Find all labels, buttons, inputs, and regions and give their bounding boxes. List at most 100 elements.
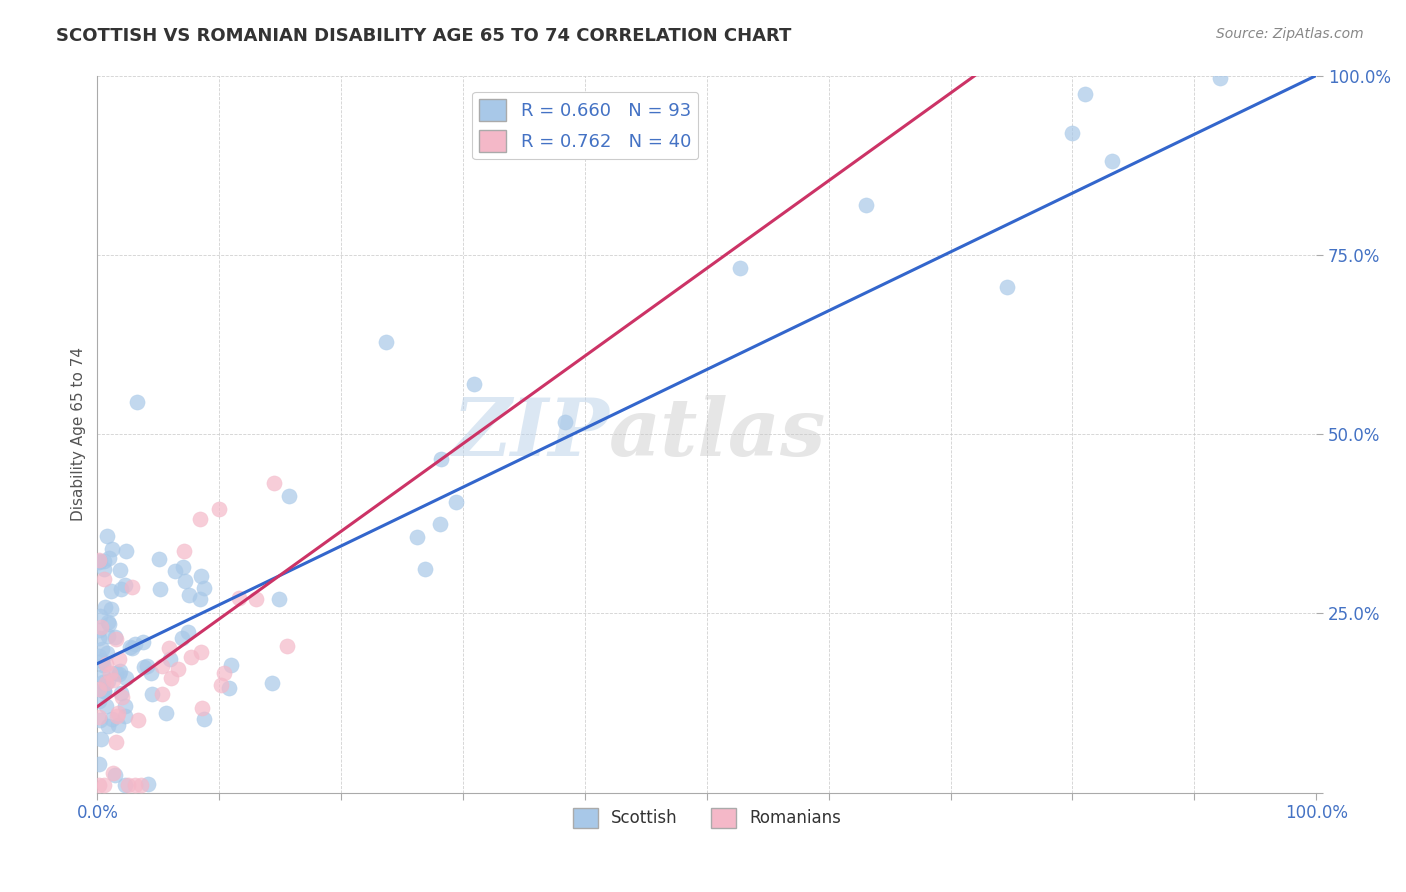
Point [163, 564, 186, 578]
Point [93, 562, 115, 576]
Point [103, 630, 125, 644]
Point [278, 489, 301, 503]
Point [97, 719, 120, 733]
Point [124, 779, 146, 793]
Point [172, 560, 194, 574]
Point [110, 582, 132, 597]
Point [89, 554, 111, 568]
Point [107, 706, 129, 720]
Point [93, 779, 115, 793]
Text: Source: ZipAtlas.com: Source: ZipAtlas.com [1216, 27, 1364, 41]
Point [104, 768, 127, 782]
Point [1060, 126, 1083, 140]
Point [114, 709, 136, 723]
Point [93, 683, 115, 698]
Text: SCOTTISH VS ROMANIAN DISABILITY AGE 65 TO 74 CORRELATION CHART: SCOTTISH VS ROMANIAN DISABILITY AGE 65 T… [56, 27, 792, 45]
Point [111, 690, 134, 705]
Text: atlas: atlas [609, 395, 827, 473]
Point [269, 592, 291, 607]
Point [209, 678, 232, 692]
Point [174, 574, 197, 589]
Point [260, 675, 283, 690]
Point [97, 615, 120, 630]
Point [107, 652, 129, 666]
Point [108, 665, 131, 679]
Point [136, 777, 159, 791]
Point [730, 260, 752, 275]
Point [127, 713, 149, 727]
Point [190, 644, 212, 658]
Point [129, 779, 152, 793]
Point [132, 635, 155, 649]
Point [1209, 70, 1232, 85]
Point [166, 662, 188, 676]
Point [228, 591, 250, 605]
Point [107, 717, 129, 731]
Point [375, 335, 398, 350]
Point [139, 666, 162, 681]
Point [170, 631, 193, 645]
Point [1074, 87, 1097, 101]
Point [93, 554, 115, 568]
Point [89, 713, 111, 727]
Point [554, 415, 576, 429]
Point [134, 660, 156, 674]
Point [191, 701, 214, 715]
Point [429, 452, 451, 467]
Point [96, 675, 118, 690]
Point [100, 601, 122, 615]
Point [104, 735, 127, 749]
Point [149, 582, 172, 596]
Point [103, 673, 125, 687]
Point [219, 657, 242, 672]
Point [193, 712, 215, 726]
Point [173, 544, 195, 558]
Point [87, 555, 110, 569]
Point [446, 495, 468, 509]
Point [96, 529, 118, 543]
Point [89, 757, 111, 772]
Point [93, 684, 115, 698]
Legend: Scottish, Romanians: Scottish, Romanians [565, 801, 848, 835]
Point [89, 608, 111, 623]
Point [120, 640, 142, 655]
Point [429, 516, 451, 531]
Point [124, 637, 146, 651]
Point [87, 694, 110, 708]
Point [115, 544, 138, 558]
Point [100, 542, 122, 557]
Point [208, 502, 231, 516]
Text: ZIP: ZIP [453, 395, 609, 473]
Point [90, 731, 112, 746]
Point [190, 569, 212, 583]
Y-axis label: Disability Age 65 to 74: Disability Age 65 to 74 [72, 347, 86, 521]
Point [155, 706, 177, 720]
Point [188, 512, 211, 526]
Point [114, 698, 136, 713]
Point [141, 687, 163, 701]
Point [121, 640, 143, 655]
Point [91, 682, 114, 697]
Point [218, 681, 240, 695]
Point [157, 641, 180, 656]
Point [89, 623, 111, 637]
Point [995, 280, 1018, 294]
Point [91, 674, 114, 689]
Point [87, 648, 110, 663]
Point [463, 377, 485, 392]
Point [1101, 154, 1123, 169]
Point [405, 530, 427, 544]
Point [89, 710, 111, 724]
Point [276, 640, 298, 654]
Point [193, 581, 215, 595]
Point [180, 650, 202, 665]
Point [100, 583, 122, 598]
Point [110, 686, 132, 700]
Point [104, 666, 127, 681]
Point [159, 652, 181, 666]
Point [114, 779, 136, 793]
Point [413, 562, 436, 576]
Point [101, 713, 124, 727]
Point [91, 658, 114, 673]
Point [148, 552, 170, 566]
